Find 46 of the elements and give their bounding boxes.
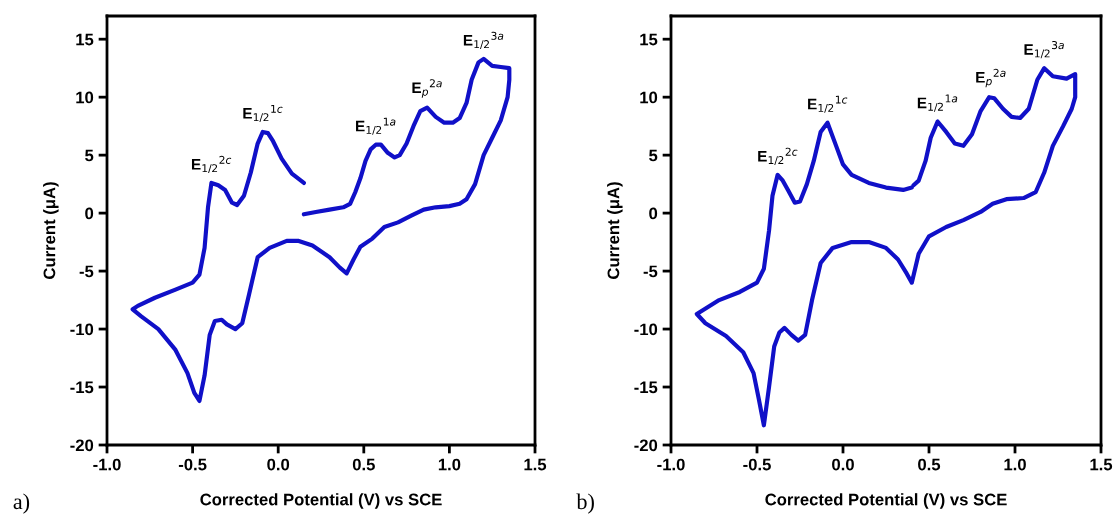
y-tick-label: -10 [70, 323, 94, 336]
x-tick-label: -0.5 [743, 458, 771, 471]
annotation: E$_{1/2}$$^{1c}$ [808, 95, 848, 113]
y-tick-label: 0 [649, 207, 658, 220]
y-tick-label: 15 [640, 33, 658, 46]
y-tick-label: -20 [634, 439, 658, 452]
y-tick-label: 15 [76, 33, 94, 46]
x-tick-label: 1.0 [1004, 458, 1026, 471]
y-tick-label: 0 [85, 207, 94, 220]
y-axis-title: Current (μA) [607, 182, 623, 279]
y-tick-label: 5 [649, 149, 658, 162]
x-tick-label: 1.0 [438, 458, 461, 471]
line-series [694, 66, 1078, 428]
text: b) [576, 493, 594, 514]
y-tick-label: -5 [643, 265, 658, 278]
y-tick-label: -20 [70, 439, 94, 452]
x-tick-label: 0.0 [832, 458, 854, 471]
y-tick-label: 5 [85, 149, 94, 162]
x-tick-label: -0.5 [178, 458, 207, 471]
annotation: E$_{1/2}$$^{1c}$ [243, 104, 283, 123]
x-tick-label: 0.0 [267, 458, 290, 471]
x-tick-label: -1.0 [657, 458, 685, 471]
y-tick-label: 10 [76, 91, 94, 104]
annotation: E$_{1/2}$$^{3a}$ [1024, 41, 1064, 59]
x-tick-label: 1.5 [1090, 458, 1113, 471]
annotation: E$_{1/2}$$^{2c}$ [758, 147, 798, 165]
y-tick-label: 10 [640, 91, 658, 104]
annotation: E$_{1/2}$$^{1a}$ [917, 94, 958, 112]
y-tick-label: -15 [634, 381, 658, 394]
y-tick-label: -15 [70, 381, 94, 394]
x-tick-label: -1.0 [93, 458, 121, 471]
x-axis-title: Corrected Potential (V) vs SCE [765, 493, 1007, 509]
y-tick-label: -5 [79, 265, 94, 278]
x-tick-label: 1.5 [524, 458, 547, 471]
annotation: E$_{p}$$^{2a}$ [976, 68, 1006, 88]
x-axis-title: Corrected Potential (V) vs SCE [200, 493, 442, 509]
x-tick-label: 0.5 [918, 458, 941, 471]
annotation: E$_{1/2}$$^{3a}$ [463, 31, 504, 50]
text: a) [13, 493, 30, 514]
y-axis-title: Current (μA) [43, 182, 59, 279]
x-tick-label: 0.5 [352, 458, 375, 471]
annotation: E$_{1/2}$$^{1a}$ [356, 117, 396, 135]
line-series [130, 56, 512, 404]
annotation: E$_{p}$$^{2a}$ [412, 79, 442, 98]
annotation: E$_{1/2}$$^{2c}$ [191, 155, 232, 174]
y-tick-label: -10 [634, 323, 658, 336]
